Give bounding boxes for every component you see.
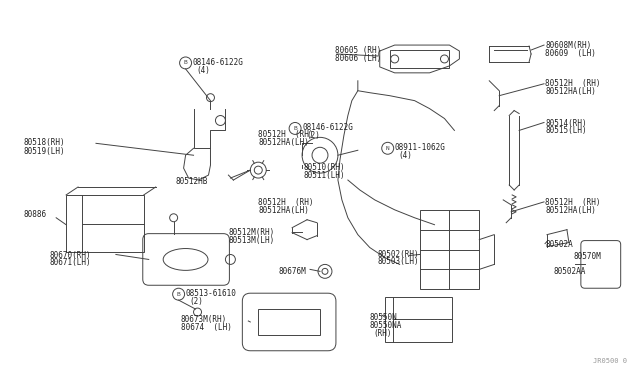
Text: 80515(LH): 80515(LH) [545,126,587,135]
Text: 80512HA(LH): 80512HA(LH) [545,206,596,215]
Text: 80502AA: 80502AA [554,267,586,276]
Text: B: B [177,292,180,297]
Text: 80605 (RH): 80605 (RH) [335,46,381,55]
Text: 80510(RH): 80510(RH) [303,163,345,172]
Text: 80502(RH): 80502(RH) [378,250,419,259]
Text: 80676M: 80676M [278,267,306,276]
Text: 80671(LH): 80671(LH) [49,259,91,267]
Text: N: N [386,146,390,151]
Text: 80673M(RH): 80673M(RH) [180,315,227,324]
Text: (4): (4) [399,151,413,160]
Text: 08513-61610: 08513-61610 [186,289,236,298]
Text: 80512H  (RH): 80512H (RH) [259,198,314,207]
Text: 80519(LH): 80519(LH) [23,147,65,156]
Text: 08146-6122G: 08146-6122G [302,124,353,132]
Text: 80550NA: 80550NA [370,321,402,330]
Text: JR0500 0: JR0500 0 [593,357,627,364]
Text: 80512HA(LH): 80512HA(LH) [259,206,309,215]
Text: 80503(LH): 80503(LH) [378,257,419,266]
Text: B: B [184,60,188,65]
Text: 08911-1062G: 08911-1062G [395,143,445,152]
Text: 80886: 80886 [23,210,47,219]
Bar [385,297,452,342]
Text: 80606 (LH): 80606 (LH) [335,54,381,63]
Text: 80518(RH): 80518(RH) [23,138,65,147]
Text: (2): (2) [189,297,204,306]
Text: 80512HA(LH): 80512HA(LH) [259,138,309,147]
Bar [390,50,449,68]
Bar [420,210,479,289]
Bar [66,195,144,253]
Text: 80550N: 80550N [370,313,397,322]
Text: 80513M(LH): 80513M(LH) [228,235,275,245]
Text: 80608M(RH): 80608M(RH) [545,41,591,50]
Text: 80670(RH): 80670(RH) [49,250,91,260]
Text: 80512H  (RH): 80512H (RH) [545,198,600,207]
Text: 80511(LH): 80511(LH) [303,171,345,180]
Text: B: B [293,126,297,131]
Text: (2): (2) [306,131,320,140]
Text: 80674  (LH): 80674 (LH) [180,323,232,332]
Text: 80512M(RH): 80512M(RH) [228,228,275,237]
Text: 80512H  (RH): 80512H (RH) [545,79,600,88]
Text: (4): (4) [196,66,211,75]
Text: 80512H  (RH): 80512H (RH) [259,131,314,140]
Text: 80609  (LH): 80609 (LH) [545,49,596,58]
Text: 80512HB: 80512HB [175,177,208,186]
Bar [259,309,320,335]
Text: 80502A: 80502A [545,240,573,248]
Text: 80514(RH): 80514(RH) [545,119,587,128]
Text: 80512HA(LH): 80512HA(LH) [545,87,596,96]
Text: 80570M: 80570M [574,251,602,260]
Text: 08146-6122G: 08146-6122G [193,58,243,67]
Text: (RH): (RH) [374,329,392,338]
